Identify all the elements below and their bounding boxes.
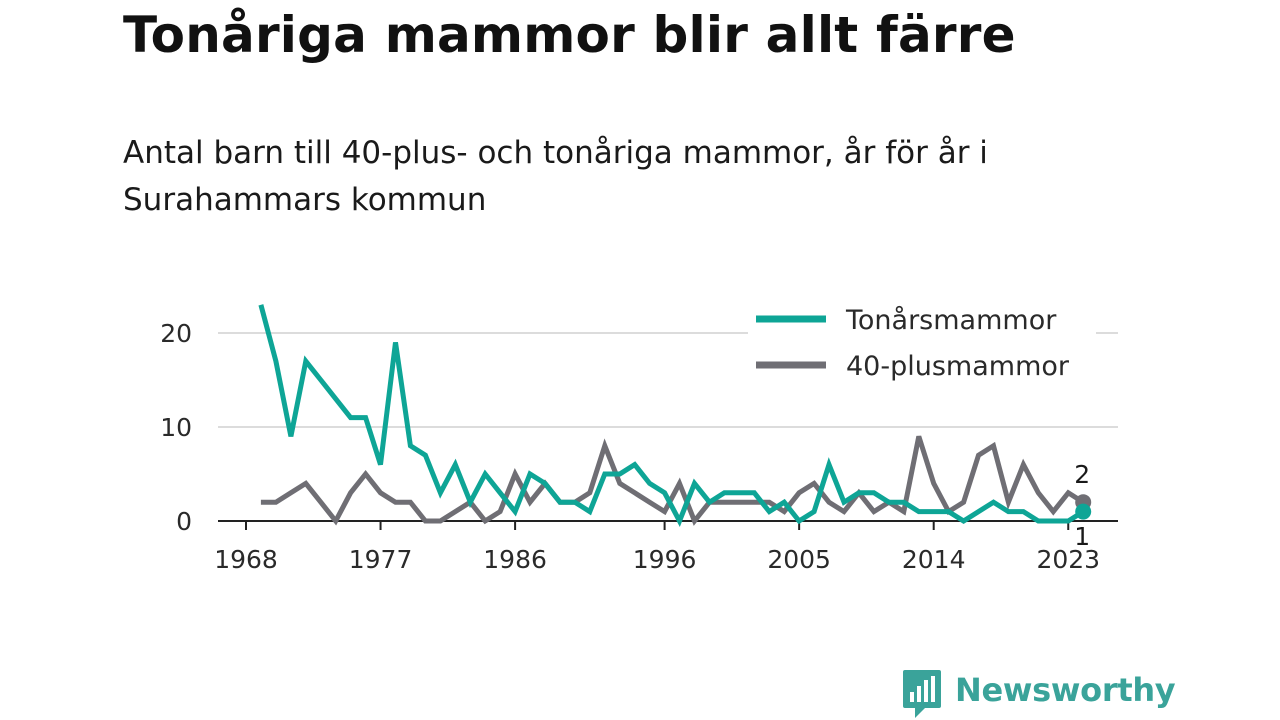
chart-title: Tonåriga mammor blir allt färre [123, 6, 1016, 64]
x-tick-label: 1968 [214, 545, 278, 574]
y-axis-ticks: 0 10 20 [160, 319, 192, 536]
legend-label-plus40: 40-plusmammor [846, 351, 1070, 382]
end-point-teen [1075, 503, 1092, 520]
end-markers: 21 [1074, 460, 1092, 551]
end-label-plus40: 2 [1074, 460, 1090, 489]
y-tick-label: 20 [160, 319, 192, 348]
end-label-teen: 1 [1074, 522, 1090, 551]
newsworthy-logo-icon [903, 670, 941, 718]
x-tick-label: 1977 [349, 545, 413, 574]
x-tick-label: 1986 [483, 545, 547, 574]
chart-subtitle: Antal barn till 40-plus- och tonåriga ma… [123, 135, 988, 218]
legend-label-teen: Tonårsmammor [845, 305, 1057, 336]
brand-name: Newsworthy [955, 671, 1176, 709]
x-tick-label: 2005 [767, 545, 831, 574]
y-tick-label: 10 [160, 413, 192, 442]
brand-logo: Newsworthy [901, 668, 1176, 720]
legend: Tonårsmammor 40-plusmammor [748, 298, 1096, 382]
x-tick-label: 2014 [902, 545, 966, 574]
y-tick-label: 0 [176, 507, 192, 536]
x-tick-label: 1996 [633, 545, 697, 574]
series-line-plus40 [260, 435, 1085, 526]
x-tick-label: 2023 [1036, 545, 1100, 574]
series-line-teen [258, 304, 1085, 527]
x-axis: 1968 1977 1986 1996 2005 2014 2023 [214, 520, 1118, 574]
series-lines [258, 304, 1085, 527]
